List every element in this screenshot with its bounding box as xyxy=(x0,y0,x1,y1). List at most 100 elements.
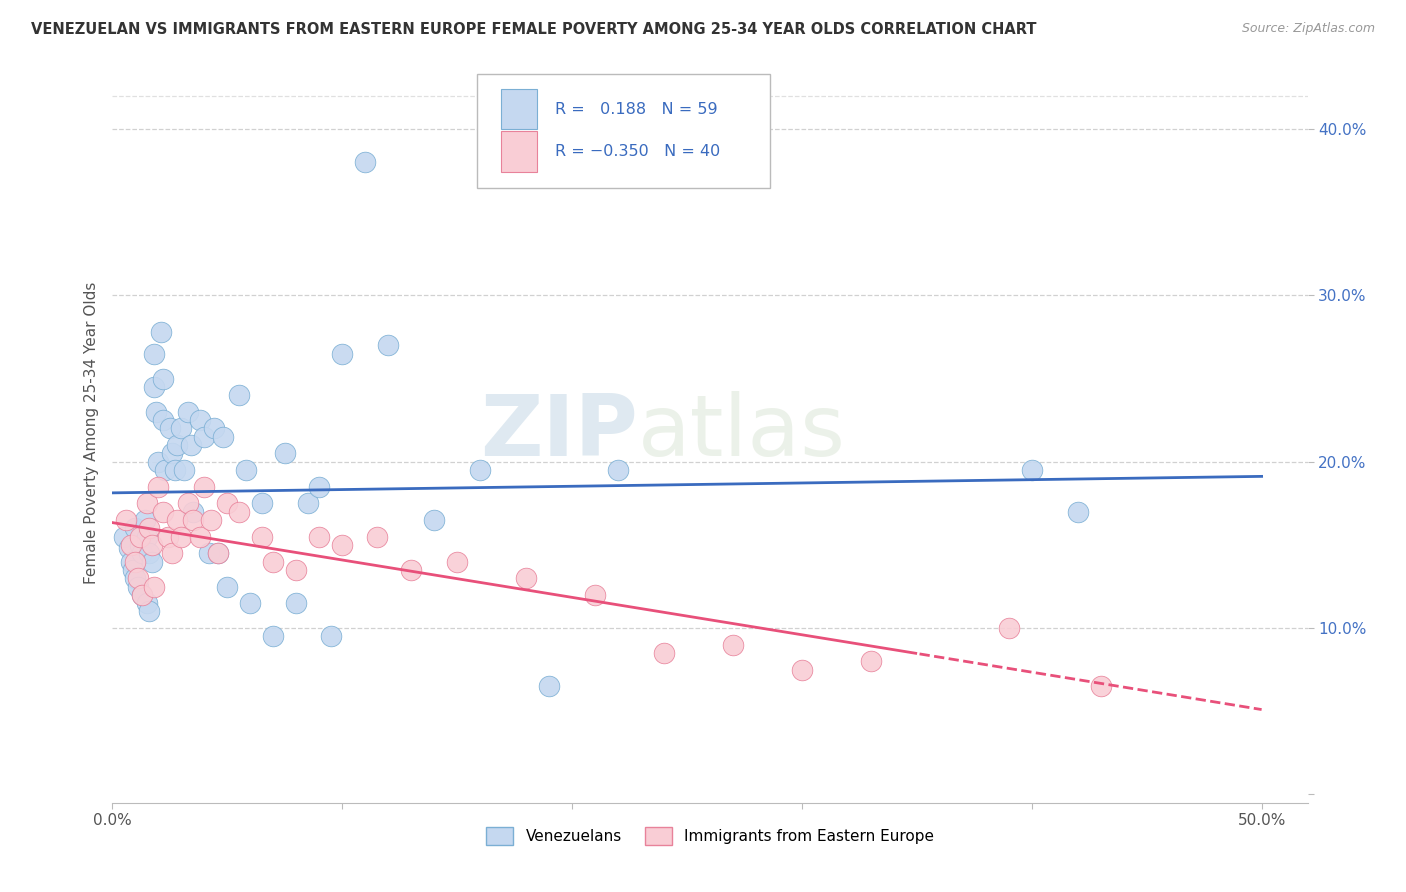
Point xyxy=(141,555,163,569)
Point xyxy=(136,496,159,510)
Point xyxy=(180,438,202,452)
Point xyxy=(131,588,153,602)
Point xyxy=(134,513,156,527)
Point xyxy=(423,513,446,527)
Point xyxy=(228,388,250,402)
Point xyxy=(470,463,492,477)
Point xyxy=(131,546,153,560)
Point xyxy=(142,380,165,394)
Point xyxy=(262,629,284,643)
Text: R = −0.350   N = 40: R = −0.350 N = 40 xyxy=(554,144,720,159)
Point xyxy=(145,405,167,419)
Point xyxy=(250,496,273,510)
Point xyxy=(239,596,262,610)
Point xyxy=(285,596,308,610)
Point xyxy=(515,571,537,585)
Point xyxy=(159,421,181,435)
Point xyxy=(285,563,308,577)
Text: R =   0.188   N = 59: R = 0.188 N = 59 xyxy=(554,102,717,117)
Point xyxy=(112,530,135,544)
Text: Source: ZipAtlas.com: Source: ZipAtlas.com xyxy=(1241,22,1375,36)
Point xyxy=(274,446,297,460)
Point xyxy=(607,463,630,477)
Point xyxy=(193,480,215,494)
Point xyxy=(200,513,222,527)
Point xyxy=(115,513,138,527)
Point xyxy=(188,413,211,427)
Point xyxy=(228,505,250,519)
Point xyxy=(162,446,183,460)
Point xyxy=(163,463,186,477)
Point xyxy=(377,338,399,352)
Point xyxy=(217,580,239,594)
Point xyxy=(122,563,145,577)
Text: ZIP: ZIP xyxy=(481,391,638,475)
Point xyxy=(207,546,229,560)
Y-axis label: Female Poverty Among 25-34 Year Olds: Female Poverty Among 25-34 Year Olds xyxy=(83,282,98,583)
Point xyxy=(162,546,183,560)
Point xyxy=(998,621,1021,635)
Point xyxy=(148,455,170,469)
Point xyxy=(181,505,204,519)
Point xyxy=(138,605,160,619)
Point xyxy=(127,580,149,594)
Point xyxy=(207,546,229,560)
Point xyxy=(156,530,179,544)
Point xyxy=(131,588,153,602)
Point xyxy=(136,530,159,544)
Point xyxy=(235,463,257,477)
Point xyxy=(120,555,142,569)
Point xyxy=(149,325,172,339)
Point xyxy=(250,530,273,544)
Point xyxy=(202,421,225,435)
Point xyxy=(181,513,204,527)
Point xyxy=(142,346,165,360)
Point xyxy=(211,430,233,444)
Point xyxy=(330,538,353,552)
Point xyxy=(262,555,284,569)
Point xyxy=(170,421,193,435)
Point xyxy=(583,588,606,602)
Point xyxy=(120,538,142,552)
Point xyxy=(129,538,152,552)
Point xyxy=(152,505,174,519)
Point xyxy=(859,654,882,668)
Point xyxy=(401,563,423,577)
Point xyxy=(170,530,193,544)
Bar xyxy=(501,88,537,129)
Point xyxy=(1067,505,1090,519)
Point xyxy=(217,496,239,510)
Point xyxy=(790,663,813,677)
Point xyxy=(652,646,675,660)
Point xyxy=(308,530,330,544)
Point xyxy=(721,638,744,652)
Point xyxy=(330,346,353,360)
Point xyxy=(177,405,200,419)
Legend: Venezuelans, Immigrants from Eastern Europe: Venezuelans, Immigrants from Eastern Eur… xyxy=(479,821,941,851)
Point xyxy=(538,679,561,693)
Point xyxy=(124,521,146,535)
Point xyxy=(141,538,163,552)
Point xyxy=(188,530,211,544)
Point xyxy=(1090,679,1112,693)
Text: VENEZUELAN VS IMMIGRANTS FROM EASTERN EUROPE FEMALE POVERTY AMONG 25-34 YEAR OLD: VENEZUELAN VS IMMIGRANTS FROM EASTERN EU… xyxy=(31,22,1036,37)
Point xyxy=(177,496,200,510)
Point xyxy=(166,438,188,452)
Point xyxy=(124,555,146,569)
Point xyxy=(319,629,342,643)
Point xyxy=(354,155,377,169)
Point xyxy=(127,571,149,585)
Bar xyxy=(501,131,537,171)
Point xyxy=(138,546,160,560)
Point xyxy=(446,555,468,569)
Point xyxy=(308,480,330,494)
Point xyxy=(152,413,174,427)
Point xyxy=(117,541,139,556)
Point xyxy=(198,546,221,560)
Point xyxy=(142,580,165,594)
Point xyxy=(366,530,388,544)
Point xyxy=(124,571,146,585)
Point xyxy=(173,463,195,477)
Text: atlas: atlas xyxy=(638,391,846,475)
Point xyxy=(152,371,174,385)
